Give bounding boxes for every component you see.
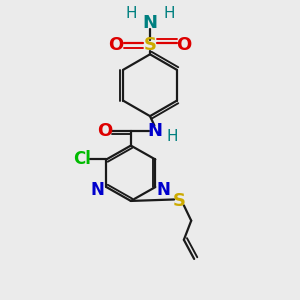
Text: H: H <box>164 6 175 21</box>
Text: Cl: Cl <box>73 150 91 168</box>
Text: O: O <box>176 37 191 55</box>
Text: N: N <box>91 181 105 199</box>
Text: H: H <box>166 129 178 144</box>
Text: O: O <box>97 122 112 140</box>
Text: S: S <box>173 192 186 210</box>
Text: N: N <box>147 122 162 140</box>
Text: S: S <box>143 37 157 55</box>
Text: N: N <box>142 14 158 32</box>
Text: O: O <box>109 37 124 55</box>
Text: H: H <box>125 6 136 21</box>
Text: N: N <box>157 181 171 199</box>
